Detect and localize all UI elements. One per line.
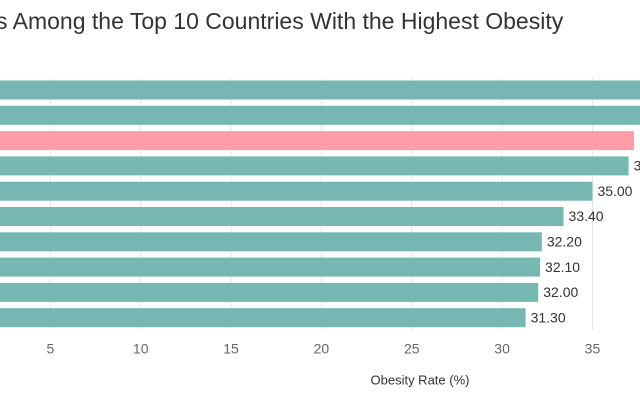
bar — [0, 80, 640, 100]
x-tick-label: 10 — [133, 341, 149, 357]
x-tick-label: 25 — [404, 341, 420, 357]
value-label: 37.00 — [634, 158, 640, 174]
bar — [0, 181, 593, 201]
x-tick-label: 5 — [46, 341, 54, 357]
bar — [0, 105, 640, 125]
value-label: 35.00 — [597, 183, 632, 199]
value-label: 32.20 — [547, 234, 582, 250]
value-label: 32.00 — [543, 284, 578, 300]
x-tick-label: 35 — [585, 341, 601, 357]
value-label: 31.30 — [531, 309, 566, 325]
bar — [0, 131, 635, 151]
bar — [0, 207, 564, 226]
value-label: 33.40 — [569, 208, 604, 224]
x-tick-label: 20 — [314, 341, 330, 357]
bar — [0, 308, 526, 328]
x-axis-title: Obesity Rate (%) — [371, 372, 470, 387]
bar — [0, 156, 629, 176]
x-tick-label: 15 — [223, 341, 239, 357]
value-label: 32.10 — [545, 259, 580, 275]
bar — [0, 232, 542, 252]
chart-title: s Among the Top 10 Countries With the Hi… — [0, 8, 564, 34]
bar — [0, 257, 541, 277]
bar — [0, 282, 539, 302]
x-tick-label: 30 — [494, 341, 510, 357]
